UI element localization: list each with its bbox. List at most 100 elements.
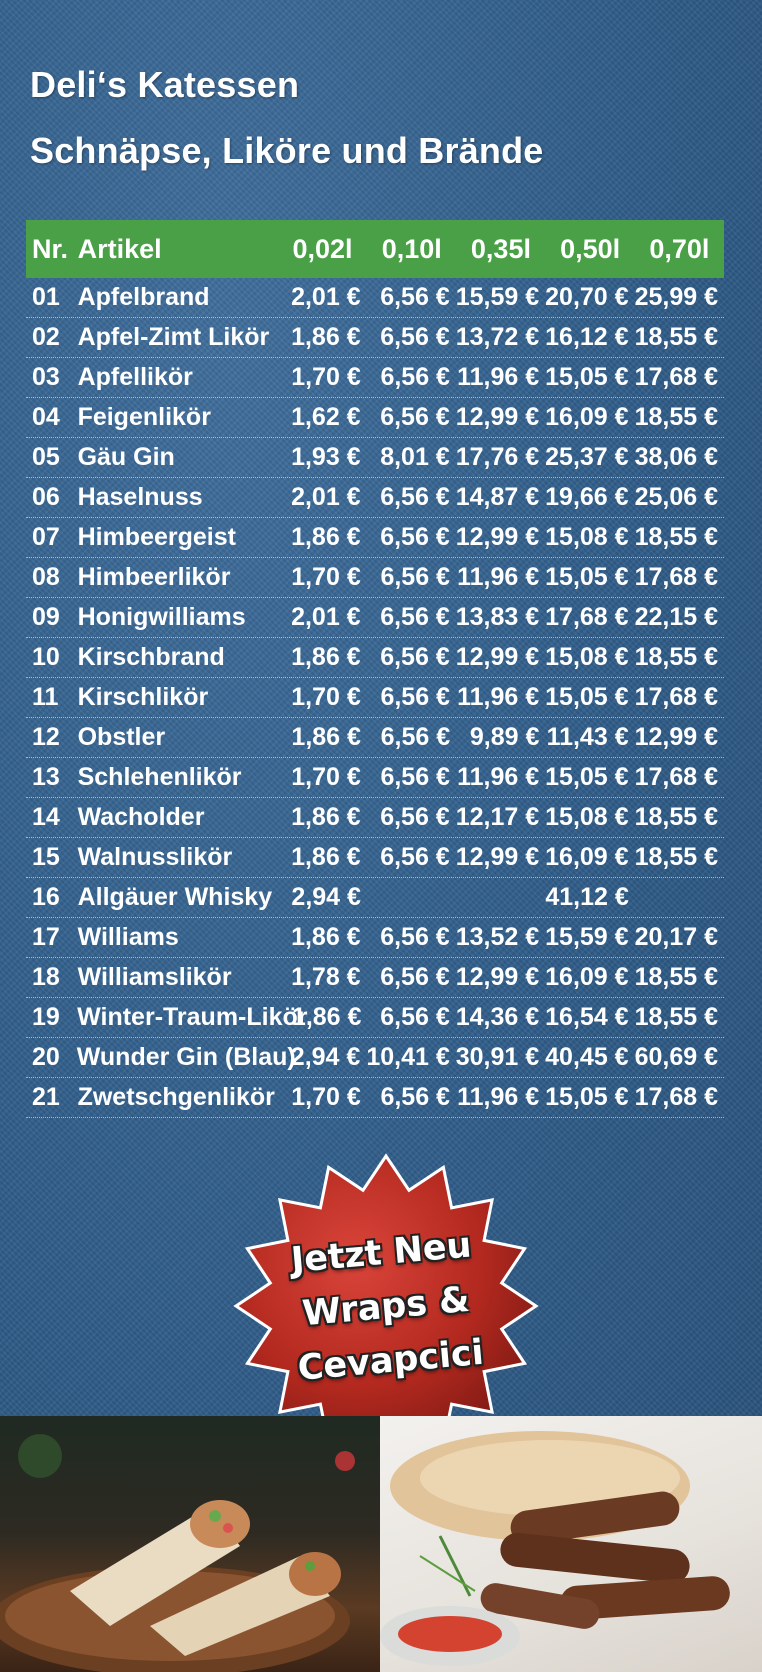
row-nr: 15 (32, 843, 60, 871)
row-price-p3: 14,87 € (455, 483, 540, 511)
promo-text: Jetzt Neu Wraps & Cevapcici (222, 1213, 551, 1402)
page-title: Deli‘s Katessen Schnäpse, Liköre und Brä… (30, 52, 544, 184)
title-line-2: Schnäpse, Liköre und Brände (30, 130, 544, 171)
row-price-p3: 12,99 € (455, 843, 540, 871)
col-002-header: 0,02l (292, 233, 353, 264)
col-050-header: 0,50l (560, 233, 621, 264)
row-price-p2: 8,01 € (380, 443, 450, 471)
table-row: 18 Williamslikör 1,78 € 6,56 €12,99 €16,09 … (26, 958, 724, 998)
row-price-p2: 6,56 € (380, 403, 450, 431)
row-nr: 08 (32, 563, 60, 591)
table-row: 09 Honigwilliams 2,01 € 6,56 €13,83 €17,68 … (26, 598, 724, 638)
row-price-p5: 18,55 € (634, 963, 718, 991)
row-nr: 13 (32, 763, 60, 791)
row-price-p1: 1,70 € (291, 363, 361, 391)
col-035-header: 0,35l (470, 233, 531, 264)
row-price-p2: 6,56 € (380, 843, 450, 871)
row-nr: 05 (32, 443, 60, 471)
row-price-p3: 11,96 € (457, 763, 540, 791)
row-price-p1: 2,94 € (291, 883, 361, 911)
row-price-p4: 15,05 € (545, 683, 629, 711)
row-price-p4: 16,09 € (545, 963, 629, 991)
row-article-name: Feigenlikör (77, 403, 211, 431)
row-price-p3: 14,36 € (455, 1003, 540, 1031)
row-nr: 14 (32, 803, 60, 831)
row-price-p5: 18,55 € (634, 1003, 718, 1031)
row-price-p5: 18,55 € (634, 803, 718, 831)
row-price-p4: 16,09 € (545, 403, 629, 431)
row-price-p1: 1,93 € (291, 443, 361, 471)
row-price-p1: 1,70 € (291, 563, 361, 591)
row-price-p3: 13,72 € (455, 323, 540, 351)
row-nr: 06 (32, 483, 60, 511)
row-price-p1: 2,01 € (291, 603, 361, 631)
table-row: 03 Apfellikör 1,70 € 6,56 €11,96 €15,05 €17… (26, 358, 724, 398)
row-price-p1: 1,86 € (291, 323, 361, 351)
row-price-p1: 1,86 € (291, 643, 361, 671)
row-price-p5: 25,99 € (634, 283, 718, 311)
row-article-name: Himbeerlikör (77, 563, 231, 591)
row-price-p1: 1,86 € (291, 723, 361, 751)
row-price-p5: 25,06 € (634, 483, 718, 511)
row-price-p1: 2,01 € (291, 483, 361, 511)
row-nr: 19 (32, 1003, 60, 1031)
row-price-p2: 6,56 € (380, 283, 450, 311)
row-price-p5: 17,68 € (634, 763, 718, 791)
row-article-name: Himbeergeist (77, 523, 236, 551)
row-price-p5: 18,55 € (634, 323, 718, 351)
row-nr: 04 (32, 403, 60, 431)
row-price-p1: 2,01 € (291, 283, 361, 311)
row-nr: 21 (32, 1083, 60, 1111)
row-price-p3: 11,96 € (457, 1083, 540, 1111)
row-price-p2: 6,56 € (380, 803, 450, 831)
table-row: 14 Wacholder 1,86 € 6,56 €12,17 €15,08 €18,… (26, 798, 724, 838)
table-row: 12 Obstler 1,86 € 6,56 € 9,89 €11,43 €12,99 … (26, 718, 724, 758)
row-price-p2: 6,56 € (380, 723, 451, 751)
row-price-p4: 15,05 € (545, 563, 629, 591)
row-price-p5: 22,15 € (634, 603, 718, 631)
row-article-name: Gäu Gin (77, 443, 175, 471)
col-nr-header: Nr. (32, 233, 69, 264)
row-price-p3: 12,99 € (455, 523, 540, 551)
row-article-name: Obstler (77, 723, 166, 751)
row-price-p3: 12,17 € (455, 803, 540, 831)
row-price-p2: 6,56 € (380, 763, 450, 791)
row-price-p4: 19,66 € (545, 483, 629, 511)
row-price-p4: 16,09 € (545, 843, 629, 871)
row-price-p4: 15,08 € (545, 523, 629, 551)
row-price-p3: 12,99 € (455, 643, 540, 671)
row-nr: 01 (32, 283, 60, 311)
title-line-1: Deli‘s Katessen (30, 64, 300, 105)
row-nr: 10 (32, 643, 60, 671)
table-row: 05 Gäu Gin 1,93 € 8,01 €17,76 €25,37 €38,06… (26, 438, 724, 478)
row-article-name: Winter-Traum-Likör (77, 1003, 308, 1031)
row-article-name: Wunder Gin (Blau) (76, 1043, 296, 1071)
row-price-p2: 6,56 € (380, 963, 450, 991)
table-row: 20 Wunder Gin (Blau) 2,94 €10,41 €30,91 €4… (26, 1038, 724, 1078)
row-article-name: Haselnuss (77, 483, 203, 511)
row-price-p1: 1,70 € (291, 1083, 361, 1111)
row-price-p5: 18,55 € (634, 643, 718, 671)
row-price-p5: 60,69 € (634, 1043, 718, 1071)
row-price-p2: 6,56 € (380, 1083, 450, 1111)
row-price-p2: 6,56 € (380, 643, 450, 671)
col-artikel-header: Artikel (77, 233, 162, 264)
row-price-p1: 1,86 € (291, 843, 361, 871)
row-price-p3: 11,96 € (457, 563, 540, 591)
row-price-p4: 15,05 € (545, 763, 629, 791)
table-row: 17 Williams 1,86 € 6,56 €13,52 €15,59 €20,1… (26, 918, 724, 958)
row-nr: 12 (32, 723, 60, 751)
table-row: 10 Kirschbrand 1,86 € 6,56 €12,99 €15,08 €1… (26, 638, 724, 678)
row-nr: 02 (32, 323, 60, 351)
table-row: 16 Allgäuer Whisky 2,94 € 41,12 € (26, 878, 724, 918)
row-article-name: Williams (77, 923, 179, 951)
row-nr: 03 (32, 363, 60, 391)
row-price-p2: 6,56 € (380, 483, 450, 511)
table-row: 13 Schlehenlikör 1,70 € 6,56 €11,96 €15,05 … (26, 758, 724, 798)
row-price-p2: 10,41 € (366, 1043, 450, 1071)
row-price-p1: 1,70 € (291, 683, 361, 711)
col-070-header: 0,70l (649, 233, 710, 264)
row-price-p5: 12,99 € (634, 723, 719, 751)
row-price-p2: 6,56 € (380, 523, 450, 551)
table-row: 02 Apfel-Zimt Likör 1,86 € 6,56 €13,72 €16,… (26, 318, 724, 358)
